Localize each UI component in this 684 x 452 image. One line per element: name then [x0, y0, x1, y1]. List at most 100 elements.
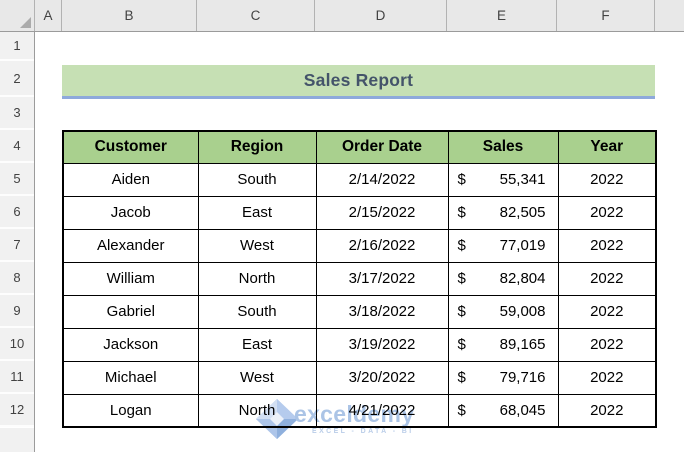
select-all-corner[interactable] — [0, 0, 35, 31]
column-header-E[interactable]: E — [447, 0, 557, 31]
cell-order-date[interactable]: 2/16/2022 — [315, 228, 449, 263]
column-title-customer[interactable]: Customer — [62, 130, 199, 164]
row-header-5[interactable]: 5 — [0, 163, 34, 196]
cell-customer[interactable]: William — [62, 261, 199, 296]
cell-region[interactable]: East — [197, 327, 317, 362]
cell-order-date[interactable]: 3/17/2022 — [315, 261, 449, 296]
title-banner[interactable]: Sales Report — [62, 65, 655, 96]
row-header-10[interactable]: 10 — [0, 328, 34, 361]
cell-order-date[interactable]: 2/15/2022 — [315, 195, 449, 230]
cell-customer[interactable]: Michael — [62, 360, 199, 395]
cell-customer[interactable]: Gabriel — [62, 294, 199, 329]
cell-year[interactable]: 2022 — [557, 261, 657, 296]
sales-table: Customer Region Order Date Sales Year Aiden S… — [62, 130, 657, 428]
cell-order-date[interactable]: 2/14/2022 — [315, 162, 449, 197]
cell-order-date[interactable]: 3/20/2022 — [315, 360, 449, 395]
currency-symbol: $ — [457, 303, 466, 320]
cell-customer[interactable]: Jacob — [62, 195, 199, 230]
currency-symbol: $ — [457, 369, 466, 386]
currency-symbol: $ — [457, 204, 466, 221]
currency-symbol: $ — [457, 237, 466, 254]
row-header-4[interactable]: 4 — [0, 130, 34, 163]
sheet-title: Sales Report — [303, 70, 414, 90]
money-format: $59,008 — [449, 303, 558, 320]
cell-year[interactable]: 2022 — [557, 327, 657, 362]
column-title-year[interactable]: Year — [557, 130, 657, 164]
cell-sales[interactable]: $89,165 — [447, 327, 559, 362]
sales-amount: 59,008 — [499, 303, 546, 320]
cell-customer[interactable]: Alexander — [62, 228, 199, 263]
column-title-order-date[interactable]: Order Date — [315, 130, 449, 164]
sales-amount: 89,165 — [499, 336, 546, 353]
cell-sales[interactable]: $55,341 — [447, 162, 559, 197]
sales-amount: 77,019 — [499, 237, 546, 254]
row-header-2[interactable]: 2 — [0, 61, 34, 97]
column-title-sales[interactable]: Sales — [447, 130, 559, 164]
cell-region[interactable]: South — [197, 162, 317, 197]
money-format: $82,505 — [449, 204, 558, 221]
row-header-9[interactable]: 9 — [0, 295, 34, 328]
sales-amount: 82,505 — [499, 204, 546, 221]
table-row: Jackson East 3/19/2022 $89,165 2022 — [62, 327, 657, 362]
cell-order-date[interactable]: 4/21/2022 — [315, 393, 449, 428]
cell-region[interactable]: South — [197, 294, 317, 329]
column-header-filler — [655, 0, 684, 31]
currency-symbol: $ — [457, 171, 466, 188]
cell-sales[interactable]: $79,716 — [447, 360, 559, 395]
row-header-11[interactable]: 11 — [0, 361, 34, 394]
table-row: Jacob East 2/15/2022 $82,505 2022 — [62, 195, 657, 230]
sales-amount: 68,045 — [499, 401, 546, 419]
row-header-1[interactable]: 1 — [0, 32, 34, 61]
cell-customer[interactable]: Logan — [62, 393, 199, 428]
cell-year[interactable]: 2022 — [557, 162, 657, 197]
money-format: $68,045 — [449, 402, 558, 419]
column-header-C[interactable]: C — [197, 0, 315, 31]
cell-year[interactable]: 2022 — [557, 393, 657, 428]
cell-year[interactable]: 2022 — [557, 228, 657, 263]
sales-amount: 55,341 — [499, 171, 546, 188]
table-row: Logan North 4/21/2022 $68,045 2022 — [62, 393, 657, 428]
row-header-7[interactable]: 7 — [0, 229, 34, 262]
table-row: Alexander West 2/16/2022 $77,019 2022 — [62, 228, 657, 263]
table-row: William North 3/17/2022 $82,804 2022 — [62, 261, 657, 296]
column-title-region[interactable]: Region — [197, 130, 317, 164]
cell-sales[interactable]: $68,045 — [447, 393, 559, 428]
column-header-D[interactable]: D — [315, 0, 447, 31]
cell-sales[interactable]: $82,804 — [447, 261, 559, 296]
money-format: $77,019 — [449, 237, 558, 254]
cell-customer[interactable]: Jackson — [62, 327, 199, 362]
watermark-tagline: EXCEL - DATA - BI — [312, 428, 414, 435]
cell-year[interactable]: 2022 — [557, 294, 657, 329]
money-format: $79,716 — [449, 369, 558, 386]
cell-region[interactable]: North — [197, 393, 317, 428]
cell-customer[interactable]: Aiden — [62, 162, 199, 197]
cell-region[interactable]: North — [197, 261, 317, 296]
cell-order-date[interactable]: 3/18/2022 — [315, 294, 449, 329]
row-header-8[interactable]: 8 — [0, 262, 34, 295]
cell-region[interactable]: East — [197, 195, 317, 230]
select-all-triangle-icon — [20, 17, 31, 28]
currency-symbol: $ — [457, 336, 466, 353]
money-format: $89,165 — [449, 336, 558, 353]
cell-year[interactable]: 2022 — [557, 360, 657, 395]
cell-region[interactable]: West — [197, 360, 317, 395]
table-header-row: Customer Region Order Date Sales Year — [62, 130, 657, 164]
row-header-strip: 1 2 3 4 5 6 7 8 9 10 11 12 — [0, 32, 35, 452]
cell-sales[interactable]: $59,008 — [447, 294, 559, 329]
column-header-A[interactable]: A — [35, 0, 62, 31]
cell-region[interactable]: West — [197, 228, 317, 263]
row-header-3[interactable]: 3 — [0, 97, 34, 130]
table-row: Michael West 3/20/2022 $79,716 2022 — [62, 360, 657, 395]
sales-amount: 82,804 — [499, 270, 546, 287]
sales-amount: 79,716 — [499, 369, 546, 386]
row-header-12[interactable]: 12 — [0, 394, 34, 427]
cell-sales[interactable]: $77,019 — [447, 228, 559, 263]
cell-sales[interactable]: $82,505 — [447, 195, 559, 230]
column-header-F[interactable]: F — [557, 0, 655, 31]
row-header-6[interactable]: 6 — [0, 196, 34, 229]
cell-year[interactable]: 2022 — [557, 195, 657, 230]
column-header-B[interactable]: B — [62, 0, 197, 31]
cell-order-date[interactable]: 3/19/2022 — [315, 327, 449, 362]
